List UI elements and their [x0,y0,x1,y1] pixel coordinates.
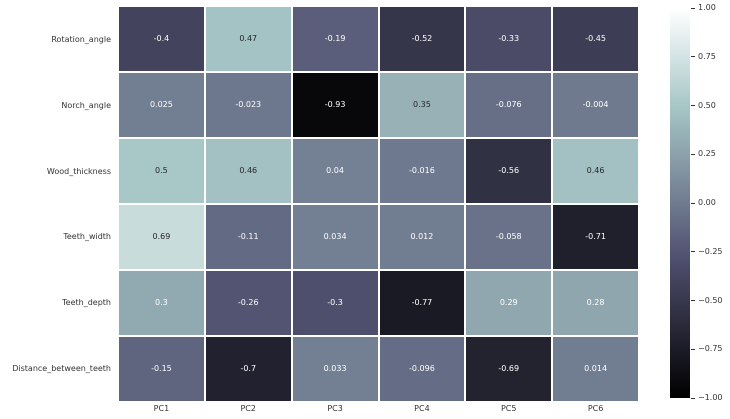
heatmap-grid: -0.4 0.47 -0.19 -0.52 -0.33 -0.45 0.025 -0.023-… [119,7,638,401]
heatmap-cell-Wood_thickness-PC6: 0.46 [553,139,638,203]
colorbar-tick-mark [691,348,695,350]
heatmap-cell-Distance_between_teeth-PC3: 0.033 [292,337,378,401]
y-axis-label-Teeth_depth: Teeth_depth [62,298,111,308]
heatmap-cell-Wood_thickness-PC1: 0.5 [119,139,204,203]
heatmap-cell-Distance_between_teeth-PC2: -0.7 [205,337,291,401]
x-axis-label-PC1: PC1 [153,404,170,413]
heatmap-cell-Teeth_depth-PC5: 0.29 [466,271,552,335]
heatmap-cell-Distance_between_teeth-PC5: -0.69 [466,337,552,401]
heatmap-cell-Teeth_depth-PC1: 0.3 [119,271,204,335]
heatmap-cell-Teeth_width-PC4: 0.012 [379,205,465,269]
heatmap-cell-Teeth_width-PC6: -0.71 [553,205,638,269]
heatmap-cell-Norch_angle-PC6: -0.004 [553,73,638,137]
heatmap-cell-Wood_thickness-PC4: -0.016 [379,139,465,203]
heatmap-cell-Distance_between_teeth-PC6: 0.014 [553,337,638,401]
x-axis-label-PC4: PC4 [414,404,430,413]
y-axis-label-Norch_angle: Norch_angle [61,101,111,110]
heatmap-cell-Norch_angle-PC5: -0.076 [466,73,552,137]
x-axis-label-PC2: PC2 [240,404,256,413]
colorbar-tick-mark [691,153,695,155]
heatmap-cell-Teeth_depth-PC3: -0.3 [292,271,378,335]
heatmap-cell-Teeth_depth-PC4: -0.77 [379,271,465,335]
heatmap-cell-Rotation_angle-PC5: -0.33 [466,7,552,71]
x-axis-label-PC3: PC3 [327,404,343,413]
y-axis-labels: Rotation_angle Norch_angle Wood_thickness T… [0,7,111,401]
heatmap-cell-Rotation_angle-PC6: -0.45 [553,7,638,71]
x-axis-label-PC6: PC6 [587,404,604,413]
heatmap-cell-Norch_angle-PC2: -0.023 [205,73,291,137]
colorbar-tick-label: −0.75 [698,344,723,354]
colorbar-tick-mark [691,7,695,9]
colorbar-tick-label: 0.75 [698,51,716,61]
heatmap-cell-Norch_angle-PC4: 0.35 [379,73,465,137]
heatmap-cell-Distance_between_teeth-PC1: -0.15 [119,337,204,401]
colorbar-tick-mark [691,56,695,58]
heatmap-cell-Teeth_depth-PC2: -0.26 [205,271,291,335]
colorbar-tick-label: −1.00 [698,393,723,402]
colorbar-tick-mark [691,105,695,106]
colorbar-tick-label: 0.50 [698,100,716,110]
colorbar-tick-mark [691,397,695,399]
y-axis-label-Wood_thickness: Wood_thickness [46,166,111,176]
heatmap-cell-Norch_angle-PC3: -0.93 [292,73,378,137]
colorbar-tick-mark [691,202,695,204]
colorbar-tick-mark [691,251,695,253]
heatmap-cell-Rotation_angle-PC3: -0.19 [292,7,378,71]
y-axis-label-Distance_between_teeth: Distance_between_teeth [12,363,111,373]
colorbar-tick-mark [691,300,695,301]
heatmap-cell-Rotation_angle-PC4: -0.52 [379,7,465,71]
heatmap-cell-Wood_thickness-PC3: 0.04 [292,139,378,203]
colorbar-tick-label: 0.00 [698,198,716,207]
heatmap-cell-Teeth_width-PC3: 0.034 [292,205,378,269]
colorbar-tick-label: 0.25 [698,149,716,159]
colorbar-tick-label: −0.25 [698,246,723,256]
heatmap-cell-Distance_between_teeth-PC4: -0.096 [379,337,465,401]
heatmap-cell-Wood_thickness-PC2: 0.46 [205,139,291,203]
x-axis-labels: PC1 PC2 PC3 PC4 PC5 PC6 [119,404,638,416]
heatmap-cell-Teeth_width-PC2: -0.11 [205,205,291,269]
colorbar-tick-label: 1.00 [698,3,716,12]
heatmap-cell-Teeth_width-PC5: -0.058 [466,205,552,269]
y-axis-label-Rotation_angle: Rotation_angle [51,35,111,45]
heatmap-cell-Teeth_width-PC1: 0.69 [119,205,204,269]
heatmap-cell-Rotation_angle-PC2: 0.47 [205,7,291,71]
heatmap-cell-Teeth_depth-PC6: 0.28 [553,271,638,335]
colorbar-tick-label: −0.50 [698,295,723,305]
heatmap-cell-Rotation_angle-PC1: -0.4 [119,7,204,71]
y-axis-label-Teeth_width: Teeth_width [63,232,111,242]
heatmap-cell-Wood_thickness-PC5: -0.56 [466,139,552,203]
x-axis-label-PC5: PC5 [500,404,517,413]
colorbar [670,8,690,398]
heatmap-cell-Norch_angle-PC1: 0.025 [119,73,204,137]
